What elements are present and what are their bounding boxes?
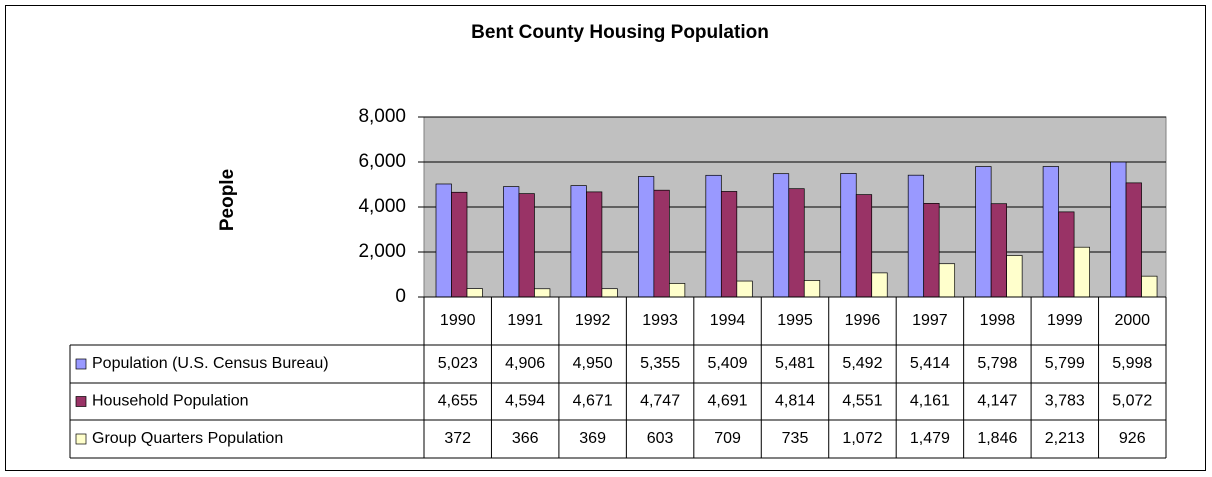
legend-key: [75, 358, 87, 370]
table-value: 5,355: [640, 355, 680, 372]
bar: [653, 189, 670, 298]
bar: [840, 173, 857, 298]
legend-label: Group Quarters Population: [92, 430, 283, 447]
bar: [871, 272, 888, 298]
x-tick-label: 1996: [845, 312, 881, 329]
bar: [435, 183, 452, 298]
y-tick-label: 2,000: [358, 241, 406, 262]
x-tick-label: 1991: [507, 312, 543, 329]
bar: [503, 186, 520, 298]
table-value: 735: [782, 430, 809, 447]
x-tick-label: 1990: [440, 312, 476, 329]
bar: [669, 283, 686, 298]
legend-label: Household Population: [92, 393, 249, 410]
bar: [975, 166, 992, 298]
table-value: 372: [444, 430, 471, 447]
bar: [803, 280, 821, 298]
chart-title: Bent County Housing Population: [471, 22, 769, 43]
table-value: 5,409: [708, 355, 748, 372]
table-value: 1,072: [842, 430, 882, 447]
table-value: 366: [512, 430, 539, 447]
bar: [736, 280, 753, 298]
table-value: 5,799: [1045, 355, 1085, 372]
bar: [586, 191, 603, 298]
x-tick-label: 1992: [575, 312, 611, 329]
bar: [923, 203, 940, 298]
table-value: 926: [1119, 430, 1146, 447]
table-value: 5,492: [842, 355, 882, 372]
bar: [720, 191, 738, 298]
table-value: 4,655: [438, 393, 478, 410]
bar: [518, 193, 535, 298]
y-tick-label: 6,000: [358, 151, 406, 172]
y-tick-label: 0: [395, 286, 406, 307]
bar: [855, 194, 873, 298]
bar: [1006, 255, 1023, 298]
x-tick-label: 2000: [1114, 312, 1150, 329]
bar: [788, 188, 805, 298]
x-tick-label: 1998: [980, 312, 1016, 329]
table-value: 369: [579, 430, 606, 447]
bar: [601, 288, 618, 298]
legend-key: [75, 396, 87, 407]
y-axis-label: People: [217, 169, 238, 231]
bar: [534, 288, 551, 298]
x-tick-label: 1993: [642, 312, 678, 329]
table-value: 5,481: [775, 355, 815, 372]
bar: [990, 203, 1007, 298]
table-value: 4,594: [505, 393, 545, 410]
bar: [466, 288, 483, 298]
table-value: 2,213: [1045, 430, 1085, 447]
bar: [638, 176, 655, 298]
x-tick-label: 1995: [777, 312, 813, 329]
table-value: 4,906: [505, 355, 545, 372]
bar: [938, 263, 956, 298]
bar: [705, 174, 722, 298]
table-value: 3,783: [1045, 393, 1085, 410]
bar: [451, 191, 468, 298]
x-tick-label: 1994: [710, 312, 746, 329]
table-value: 4,814: [775, 393, 815, 410]
table-value: 5,798: [977, 355, 1017, 372]
table-value: 603: [647, 430, 674, 447]
bar: [1073, 246, 1090, 298]
bar: [1058, 211, 1075, 298]
x-tick-label: 1997: [912, 312, 948, 329]
y-tick-label: 4,000: [358, 196, 406, 217]
table-value: 5,414: [910, 355, 950, 372]
table-value: 1,846: [977, 430, 1017, 447]
bar: [907, 174, 925, 298]
bar: [1110, 161, 1127, 298]
table-value: 4,950: [573, 355, 613, 372]
table-value: 4,147: [977, 393, 1017, 410]
y-tick-label: 8,000: [358, 106, 406, 127]
table-value: 5,023: [438, 355, 478, 372]
table-value: 5,072: [1112, 393, 1152, 410]
legend-key: [75, 433, 87, 445]
x-tick-label: 1999: [1047, 312, 1083, 329]
bar: [772, 173, 790, 298]
table-value: 4,551: [842, 393, 882, 410]
bar: [1141, 275, 1158, 298]
table-value: 1,479: [910, 430, 950, 447]
table-value: 4,161: [910, 393, 950, 410]
bar: [570, 185, 587, 298]
table-value: 5,998: [1112, 355, 1152, 372]
table-value: 4,671: [573, 393, 613, 410]
bar: [1125, 182, 1142, 298]
bar: [1042, 166, 1059, 298]
table-value: 709: [714, 430, 741, 447]
table-value: 4,747: [640, 393, 680, 410]
table-value: 4,691: [708, 393, 748, 410]
legend-label: Population (U.S. Census Bureau): [92, 355, 329, 372]
